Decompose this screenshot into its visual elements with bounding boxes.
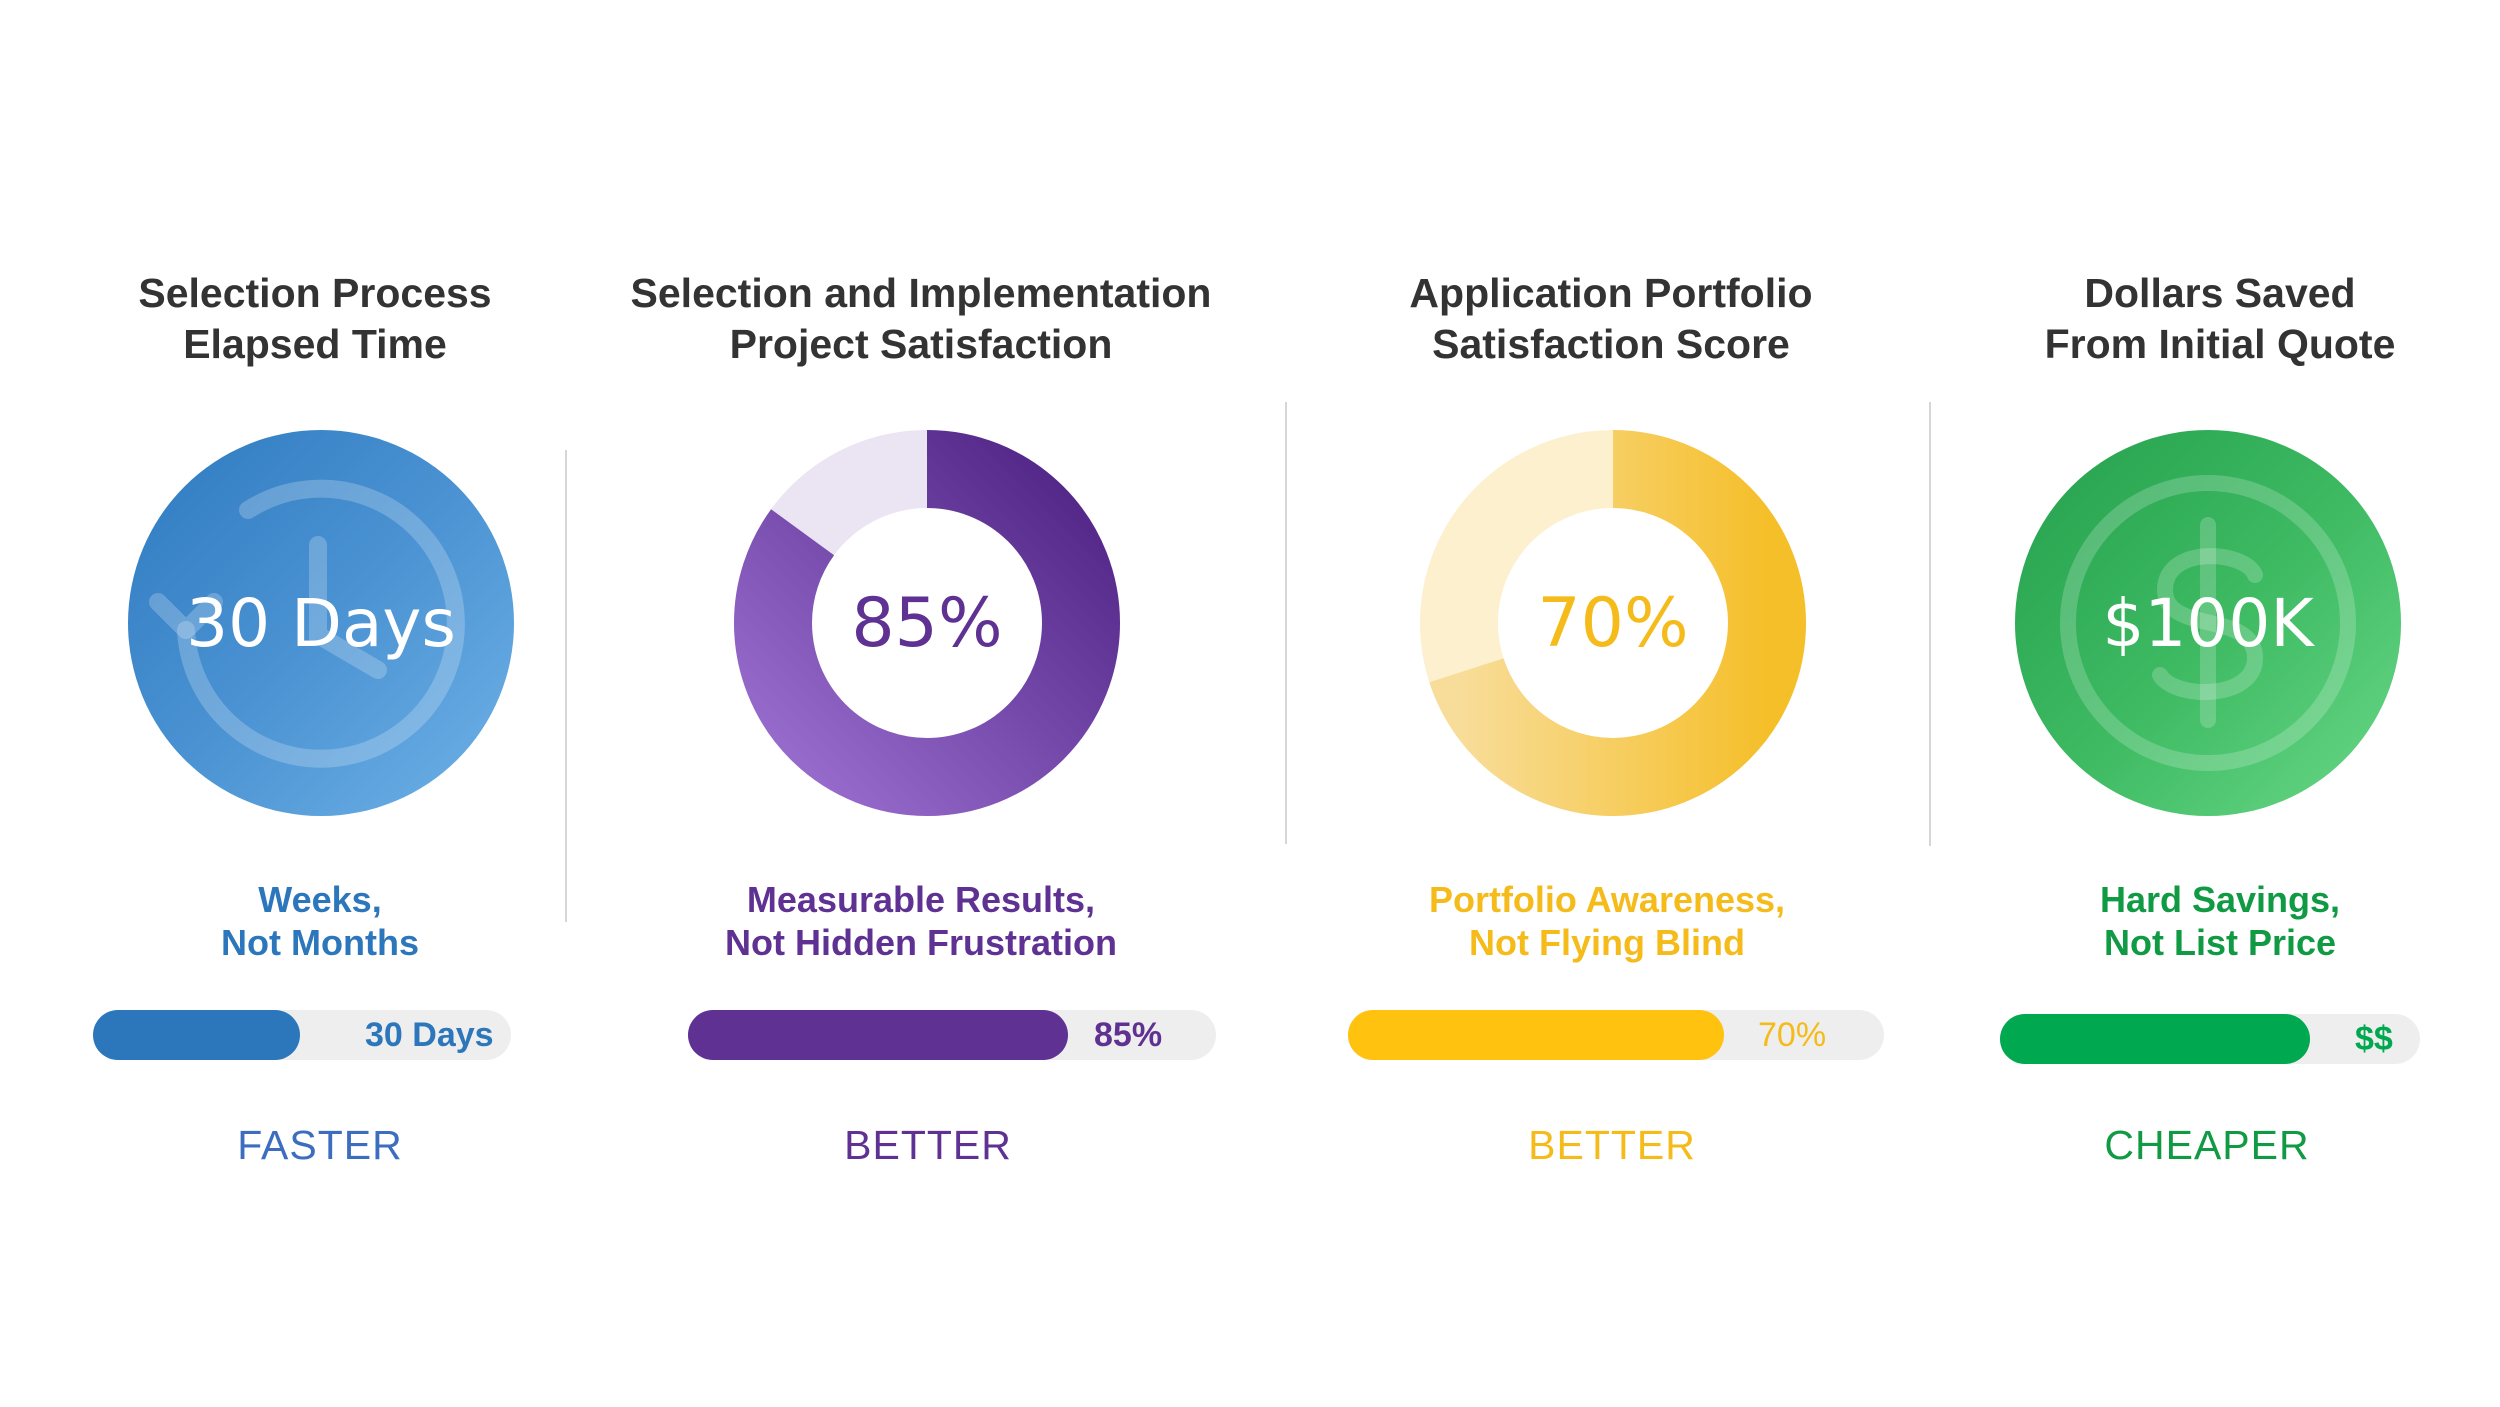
column-divider bbox=[1285, 402, 1287, 844]
verdict-label: BETTER bbox=[844, 1122, 1012, 1168]
dollars-saved-bar-fill bbox=[2000, 1014, 2310, 1064]
elapsed-time-bar-fill bbox=[93, 1010, 300, 1060]
project-satisfaction-bar-fill bbox=[688, 1010, 1068, 1060]
metric-subtitle: Weeks, Not Months bbox=[221, 879, 419, 963]
project-satisfaction-donut: 85% bbox=[734, 430, 1120, 816]
dollars-saved-bar: $$ bbox=[2000, 1014, 2420, 1064]
dollars-saved-bar-label: $$ bbox=[2355, 1020, 2393, 1058]
dollar-coin-icon bbox=[2060, 475, 2356, 771]
elapsed-time-circle: 30 Days bbox=[128, 430, 514, 816]
history-clock-icon bbox=[149, 479, 465, 768]
portfolio-score-bar-label: 70% bbox=[1758, 1016, 1827, 1054]
dollars-saved-value: $100K bbox=[2102, 584, 2314, 662]
portfolio-score-donut: 70% bbox=[1420, 430, 1806, 816]
elapsed-time-bar-label: 30 Days bbox=[365, 1016, 494, 1054]
metric-subtitle: Portfolio Awareness, Not Flying Blind bbox=[1428, 879, 1786, 963]
metric-subtitle: Hard Savings, Not List Price bbox=[2099, 879, 2341, 963]
portfolio-score-value: 70% bbox=[1537, 583, 1689, 663]
project-satisfaction-bar-label: 85% bbox=[1094, 1016, 1163, 1054]
verdict-label: BETTER bbox=[1528, 1122, 1696, 1168]
metric-title: Application Portfolio Satisfaction Score bbox=[1409, 270, 1813, 367]
metric-title: Dollars Saved From Initial Quote bbox=[2044, 270, 2396, 367]
project-satisfaction-bar: 85% bbox=[688, 1010, 1216, 1060]
portfolio-score-bar-fill bbox=[1348, 1010, 1724, 1060]
donut-chart bbox=[1420, 430, 1806, 816]
metric-subtitle: Measurable Results, Not Hidden Frustrati… bbox=[725, 879, 1117, 963]
elapsed-time-bar: 30 Days bbox=[93, 1010, 511, 1060]
metric-title: Selection Process Elapsed Time bbox=[138, 270, 492, 367]
dollars-saved-circle: $100K bbox=[2015, 430, 2401, 816]
portfolio-score-bar: 70% bbox=[1348, 1010, 1884, 1060]
metric-title: Selection and Implementation Project Sat… bbox=[630, 270, 1212, 367]
column-divider bbox=[1929, 402, 1931, 846]
elapsed-time-value: 30 Days bbox=[186, 584, 456, 662]
verdict-label: CHEAPER bbox=[2104, 1122, 2310, 1168]
donut-value-arc bbox=[1420, 430, 1806, 816]
donut-value-arc bbox=[734, 430, 1120, 816]
project-satisfaction-value: 85% bbox=[851, 583, 1003, 663]
donut-chart bbox=[734, 430, 1120, 816]
column-divider bbox=[565, 450, 567, 922]
verdict-label: FASTER bbox=[237, 1122, 403, 1168]
